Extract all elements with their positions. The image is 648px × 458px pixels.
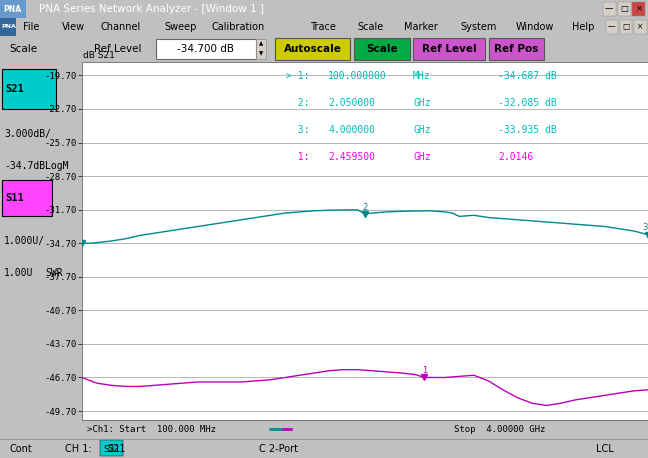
Bar	[620, 20, 632, 34]
Text: —: —	[605, 5, 613, 13]
Text: 2.0146: 2.0146	[498, 152, 533, 162]
Text: Window: Window	[516, 22, 554, 32]
Text: Ref Pos: Ref Pos	[494, 44, 538, 54]
Bar	[256, 38, 266, 60]
Bar	[632, 2, 645, 16]
Text: Marker: Marker	[404, 22, 438, 32]
Bar	[606, 20, 618, 34]
Text: ▼: ▼	[259, 52, 263, 57]
Text: CH 1:: CH 1:	[65, 444, 91, 454]
Text: S11: S11	[6, 193, 25, 203]
Bar	[354, 38, 410, 60]
Bar	[603, 2, 616, 16]
Bar	[0, 18, 16, 36]
Text: 2.459500: 2.459500	[328, 152, 375, 162]
Text: Help: Help	[572, 22, 594, 32]
Text: dB S21: dB S21	[83, 51, 115, 60]
Text: 1: 1	[422, 366, 427, 375]
Text: 2: 2	[362, 203, 367, 212]
Text: GHz: GHz	[413, 125, 431, 135]
Text: -34.700 dB: -34.700 dB	[177, 44, 234, 54]
Text: -34.7dB: -34.7dB	[4, 161, 45, 171]
Text: Ref Level: Ref Level	[94, 44, 141, 54]
Text: -34.687 dB: -34.687 dB	[498, 71, 557, 81]
Bar	[489, 38, 544, 60]
Bar	[156, 38, 256, 60]
Text: > 1:: > 1:	[286, 71, 309, 81]
Text: ▲: ▲	[259, 41, 263, 46]
Text: View: View	[62, 22, 85, 32]
Text: Stop  4.00000 GHz: Stop 4.00000 GHz	[454, 425, 545, 434]
Text: S21: S21	[6, 84, 25, 94]
Text: □: □	[620, 5, 628, 13]
Text: Channel: Channel	[100, 22, 141, 32]
Bar	[3, 69, 56, 109]
Bar	[0, 0, 26, 18]
Text: Cont: Cont	[10, 444, 32, 454]
Text: GHz: GHz	[413, 152, 431, 162]
Text: Ref Level: Ref Level	[422, 44, 476, 54]
Text: LCL: LCL	[596, 444, 614, 454]
Text: S21: S21	[107, 444, 126, 454]
Text: Scale: Scale	[357, 22, 384, 32]
Bar	[634, 20, 647, 34]
Bar	[100, 440, 123, 456]
Bar	[3, 180, 52, 216]
Text: 1.000U/: 1.000U/	[4, 236, 45, 246]
Text: ×: ×	[637, 22, 643, 32]
Text: Sweep: Sweep	[165, 22, 197, 32]
Text: C 2-Port: C 2-Port	[259, 444, 298, 454]
Text: -32.085 dB: -32.085 dB	[498, 98, 557, 108]
Text: SWR: SWR	[45, 268, 63, 278]
Text: PNA: PNA	[1, 24, 16, 29]
Text: File: File	[23, 22, 39, 32]
Text: □: □	[622, 22, 630, 32]
Text: 1:: 1:	[286, 152, 309, 162]
Text: Trace: Trace	[310, 22, 336, 32]
Text: 3: 3	[642, 223, 648, 232]
Bar	[413, 38, 485, 60]
Text: Calibration: Calibration	[212, 22, 265, 32]
Text: 4.000000: 4.000000	[328, 125, 375, 135]
Text: 3.000dB/: 3.000dB/	[4, 129, 51, 139]
Text: 2:: 2:	[286, 98, 309, 108]
Bar	[275, 38, 350, 60]
Text: —: —	[608, 22, 616, 32]
Text: 1.00U: 1.00U	[4, 268, 34, 278]
Text: 3:: 3:	[286, 125, 309, 135]
Text: MHz: MHz	[413, 71, 431, 81]
Text: PNA Series Network Analyzer - [Window 1 ]: PNA Series Network Analyzer - [Window 1 …	[39, 4, 264, 14]
Text: ×: ×	[636, 5, 642, 13]
Text: S21: S21	[103, 445, 120, 453]
Text: Scale: Scale	[10, 44, 38, 54]
Text: 2.050000: 2.050000	[328, 98, 375, 108]
Text: LogM: LogM	[45, 161, 69, 171]
Text: Autoscale: Autoscale	[284, 44, 341, 54]
Text: 100.000000: 100.000000	[328, 71, 387, 81]
Text: System: System	[460, 22, 496, 32]
Text: PNA: PNA	[3, 5, 21, 13]
Text: Scale: Scale	[366, 44, 398, 54]
Text: -33.935 dB: -33.935 dB	[498, 125, 557, 135]
Text: >Ch1: Start  100.000 MHz: >Ch1: Start 100.000 MHz	[87, 425, 216, 434]
Text: GHz: GHz	[413, 98, 431, 108]
Bar	[618, 2, 631, 16]
